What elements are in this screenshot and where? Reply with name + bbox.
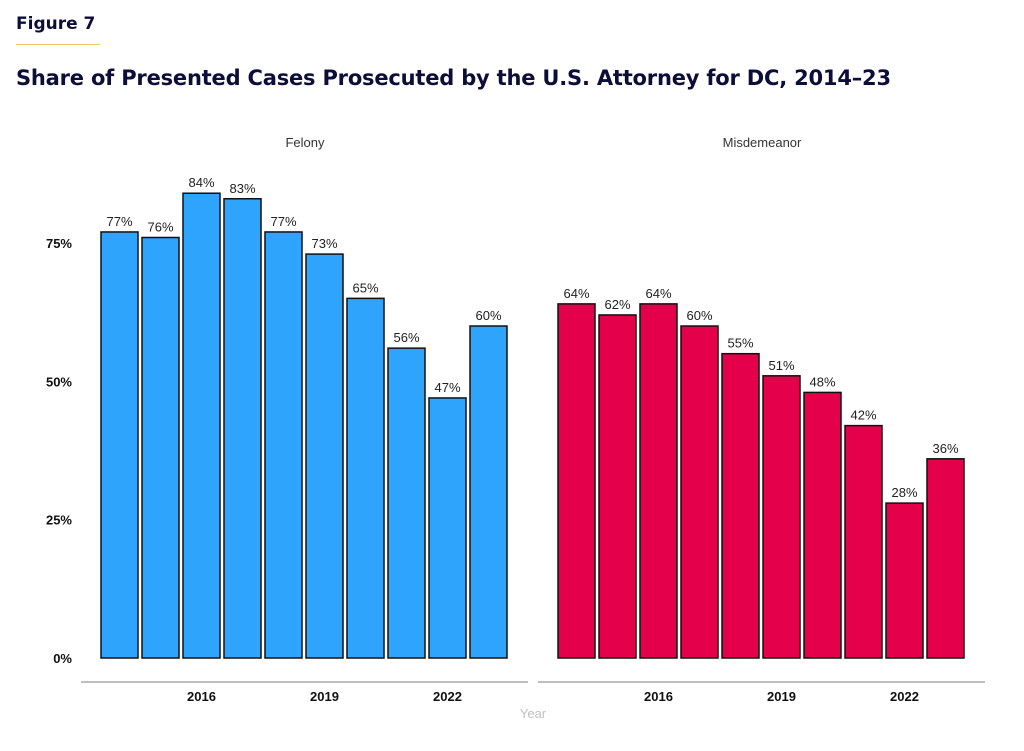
bar-felony-2015 (141, 236, 180, 659)
bar-felony-2016 (182, 192, 221, 659)
data-label: 84% (188, 175, 214, 190)
bar-felony-2017 (223, 198, 262, 659)
data-label: 42% (850, 408, 876, 423)
y-tick-label: 25% (46, 513, 72, 528)
bar-felony-2018 (264, 231, 303, 659)
bar-misdemeanor-2022 (885, 502, 924, 659)
x-axis-title: Year (520, 706, 547, 721)
data-label: 55% (727, 336, 753, 351)
bar-misdemeanor-2014 (557, 303, 596, 659)
x-tick-label: 2016 (187, 689, 216, 704)
bar-misdemeanor-2021 (844, 424, 883, 659)
x-tick-label: 2019 (767, 689, 796, 704)
bar-misdemeanor-2016 (639, 303, 678, 659)
bar-misdemeanor-2015 (598, 314, 637, 659)
data-label: 77% (270, 214, 296, 229)
data-label: 64% (645, 286, 671, 301)
bar-misdemeanor-2019 (762, 375, 801, 659)
bar-felony-2014 (100, 231, 139, 659)
figure-label-underline (16, 44, 100, 45)
y-tick-label: 75% (46, 236, 72, 251)
data-label: 77% (106, 214, 132, 229)
bar-misdemeanor-2023 (926, 458, 965, 659)
bar-misdemeanor-2020 (803, 391, 842, 659)
x-tick-label: 2022 (890, 689, 919, 704)
data-label: 28% (891, 485, 917, 500)
data-label: 62% (604, 297, 630, 312)
x-tick-label: 2019 (310, 689, 339, 704)
facet-title-misdemeanor: Misdemeanor (723, 135, 802, 150)
bar-felony-2023 (469, 325, 508, 659)
data-label: 64% (563, 286, 589, 301)
bar-felony-2020 (346, 297, 385, 659)
data-label: 48% (809, 374, 835, 389)
bar-misdemeanor-2017 (680, 325, 719, 659)
data-label: 47% (434, 380, 460, 395)
facet-title-felony: Felony (285, 135, 325, 150)
x-tick-label: 2016 (644, 689, 673, 704)
data-label: 36% (932, 441, 958, 456)
y-tick-label: 0% (53, 651, 72, 666)
bar-misdemeanor-2018 (721, 352, 760, 659)
data-label: 60% (686, 308, 712, 323)
x-tick-label: 2022 (433, 689, 462, 704)
data-label: 76% (147, 219, 173, 234)
data-label: 56% (393, 330, 419, 345)
bar-felony-2019 (305, 253, 344, 659)
data-label: 73% (311, 236, 337, 251)
y-tick-label: 50% (46, 374, 72, 389)
data-label: 83% (229, 181, 255, 196)
data-label: 65% (352, 280, 378, 295)
chart-title: Share of Presented Cases Prosecuted by t… (16, 66, 891, 90)
bar-felony-2022 (428, 397, 467, 659)
data-label: 51% (768, 358, 794, 373)
figure-label: Figure 7 (16, 14, 96, 34)
bar-felony-2021 (387, 347, 426, 659)
data-label: 60% (475, 308, 501, 323)
